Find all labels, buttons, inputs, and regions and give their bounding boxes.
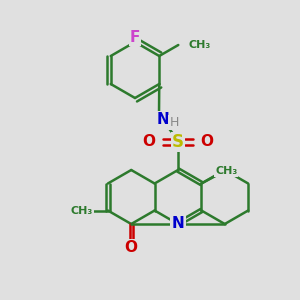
Text: H: H — [169, 116, 179, 128]
Text: F: F — [130, 29, 140, 44]
Text: S: S — [172, 133, 184, 151]
Text: O: O — [200, 134, 214, 149]
Text: CH₃: CH₃ — [215, 167, 238, 176]
Text: O: O — [125, 241, 138, 256]
Text: O: O — [142, 134, 155, 149]
Text: CH₃: CH₃ — [71, 206, 93, 215]
Text: N: N — [172, 217, 184, 232]
Text: CH₃: CH₃ — [188, 40, 211, 50]
Text: N: N — [157, 112, 169, 128]
